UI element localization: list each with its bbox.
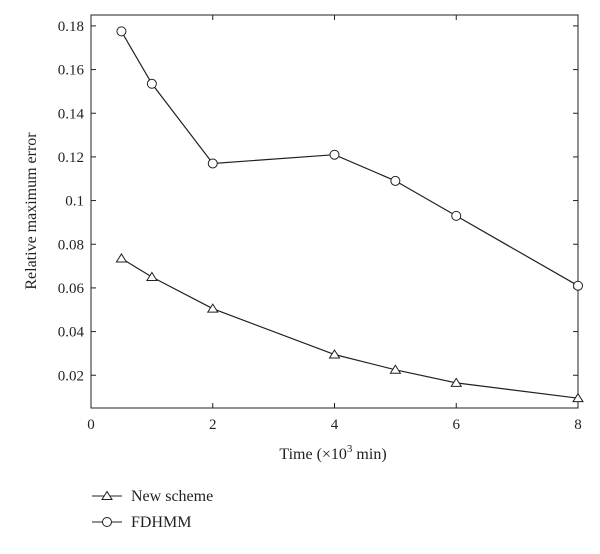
y-tick-label: 0.02	[58, 368, 84, 384]
y-axis-title: Relative maximum error	[23, 132, 40, 290]
series-line-fdhmm	[120, 31, 579, 287]
x-tick-label: 2	[209, 417, 217, 433]
y-tick-label: 0.16	[58, 63, 85, 79]
x-axis-title-suffix: min)	[352, 446, 386, 463]
series-fdhmm	[116, 26, 583, 291]
y-tick-label: 0.06	[58, 281, 85, 297]
y-tick-label: 0.18	[58, 19, 84, 35]
data-point-circle	[329, 149, 340, 160]
x-tick-label: 4	[331, 417, 339, 433]
legend-marker-triangle	[101, 490, 113, 500]
y-tick-label: 0.08	[58, 237, 84, 253]
data-point-triangle	[145, 271, 158, 281]
data-point-circle	[390, 175, 401, 186]
data-point-circle	[116, 26, 127, 37]
data-point-circle	[207, 158, 218, 169]
plot-frame	[90, 14, 579, 409]
legend-marker-circle	[102, 517, 112, 527]
axis-ticks: 0 2 4 6 8 0.02 0.04 0.06 0.08 0.1 0.12 0.14 0.16 0.18	[58, 15, 582, 433]
data-point-circle	[146, 78, 157, 89]
data-point-circle	[451, 210, 462, 221]
x-tick-label: 0	[87, 417, 95, 433]
y-tick-label: 0.12	[58, 150, 84, 166]
x-axis-title-exponent: 3	[347, 443, 353, 455]
legend-label-new-scheme: New scheme	[131, 488, 213, 505]
x-axis-title: Time (×103 min)	[279, 443, 386, 463]
data-point-triangle	[328, 349, 341, 359]
y-tick-label: 0.14	[58, 106, 85, 122]
x-tick-label: 6	[453, 417, 461, 433]
data-point-triangle	[115, 252, 128, 263]
data-point-circle	[573, 280, 583, 291]
data-point-triangle	[450, 377, 463, 387]
data-point-triangle	[389, 364, 402, 374]
data-point-triangle	[572, 392, 584, 403]
series-line-new-scheme	[121, 257, 579, 399]
legend: New scheme FDHMM	[92, 488, 213, 531]
data-point-triangle	[206, 303, 219, 313]
y-tick-label: 0.04	[58, 325, 85, 341]
y-tick-label: 0.1	[65, 194, 84, 210]
legend-item-new-scheme: New scheme	[92, 488, 213, 505]
x-axis-title-prefix: Time (×10	[279, 446, 347, 463]
legend-item-fdhmm: FDHMM	[92, 514, 191, 531]
series-layer	[115, 26, 584, 403]
legend-label-fdhmm: FDHMM	[131, 514, 191, 531]
series-new-scheme	[115, 252, 584, 403]
x-tick-label: 8	[574, 417, 582, 433]
